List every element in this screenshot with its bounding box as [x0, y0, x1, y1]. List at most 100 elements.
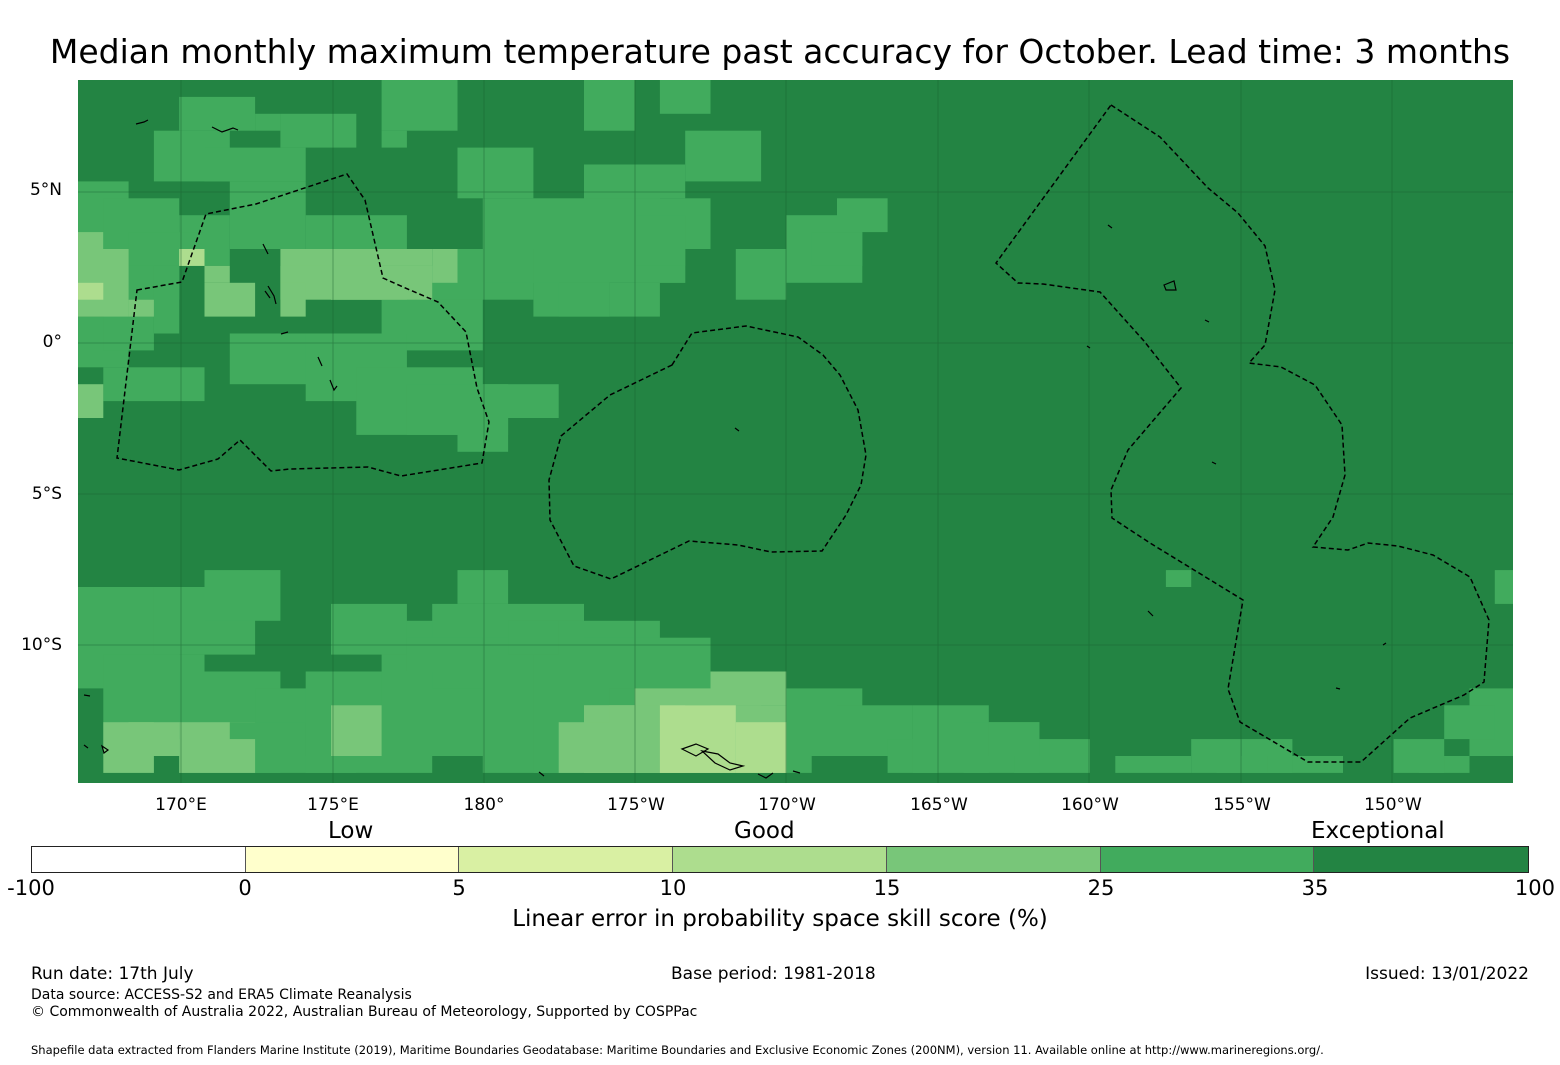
eez-boundary-kiribati-line: [994, 103, 1490, 763]
island-wallis: [100, 744, 110, 755]
skill-cell: [78, 249, 129, 317]
skill-cell: [685, 130, 762, 182]
skill-cell: [1165, 570, 1192, 587]
skill-cell: [331, 705, 382, 756]
skill-cell: [1494, 570, 1513, 604]
skill-cell: [280, 113, 357, 148]
lon-label-170e: 170°E: [155, 795, 207, 815]
lat-label-5n: 5°N: [29, 180, 62, 200]
lon-label-150w: 150°W: [1364, 795, 1422, 815]
eez-boundaries: [116, 103, 1490, 763]
skill-cell: [457, 418, 509, 452]
skill-cell: [710, 671, 787, 706]
skill-cell: [584, 80, 635, 131]
lon-label-160w: 160°W: [1061, 795, 1119, 815]
colorbar-tick: 10: [659, 876, 687, 900]
skill-cell: [634, 164, 686, 199]
run-date: Run date: 17th July: [31, 964, 194, 984]
skill-cell: [584, 722, 635, 773]
skill-cell: [78, 384, 104, 418]
colorbar-tick: 15: [873, 876, 901, 900]
island-futuna: [83, 744, 89, 749]
island-caroline: [1382, 642, 1387, 646]
skill-cell: [457, 147, 534, 199]
skill-cell: [508, 620, 559, 655]
skill-cell: [179, 96, 256, 131]
skill-cell: [1292, 756, 1343, 773]
eez-boundary-tokelau: [548, 325, 867, 580]
skill-cell: [204, 282, 256, 317]
skill-cell: [381, 130, 407, 148]
skill-cell: [255, 113, 281, 131]
legend-category-low: Low: [328, 818, 374, 844]
island-kiritimati: [1163, 280, 1177, 291]
island-samoa-savaii: [680, 743, 710, 757]
colorbar-tick: -100: [7, 876, 55, 900]
island-jarvis: [1086, 345, 1091, 349]
skill-cell: [811, 232, 863, 266]
colorbar-tick: 100: [1514, 876, 1555, 900]
skill-grid-cells: [78, 80, 1513, 773]
skill-cell: [1393, 739, 1445, 773]
lat-label-0: 0°: [42, 332, 62, 352]
lon-label-155w: 155°W: [1213, 795, 1271, 815]
skill-cell: [457, 570, 509, 604]
skill-cell: [103, 367, 205, 402]
colorbar-segment: [886, 847, 1101, 872]
colorbar-segment: [1100, 847, 1315, 872]
skill-cell: [659, 80, 711, 114]
island-tutuila: [792, 770, 801, 774]
colorbar-tick: 5: [452, 876, 466, 900]
skill-cell: [204, 147, 306, 182]
island-starbuck: [1147, 610, 1154, 617]
island-wallis-2: [83, 694, 91, 697]
colorbar-title: Linear error in probability space skill …: [512, 906, 1048, 932]
lon-label-170w: 170°W: [758, 795, 816, 815]
chart-title: Median monthly maximum temperature past …: [49, 32, 1511, 71]
lon-label-165w: 165°W: [910, 795, 968, 815]
island-kanton: [734, 427, 740, 432]
colorbar-segment: [1314, 847, 1529, 872]
colorbar-segment: [32, 847, 246, 872]
skill-cell: [482, 384, 559, 418]
islands: [83, 119, 1387, 779]
skill-cell: [179, 249, 205, 266]
base-period: Base period: 1981-2018: [671, 964, 876, 984]
legend-category-good: Good: [734, 818, 795, 844]
eez-boundary-kiribati-gilbert: [116, 173, 490, 477]
skill-cell: [837, 198, 888, 233]
copyright: © Commonwealth of Australia 2022, Austra…: [31, 1004, 698, 1020]
colorbar: [31, 846, 1529, 873]
colorbar-segment: [459, 847, 674, 872]
legend-category-exceptional: Exceptional: [1311, 818, 1445, 844]
lat-label-10s: 10°S: [21, 635, 62, 655]
island-maiana: [280, 331, 289, 335]
skill-cell: [381, 80, 458, 131]
skill-cell: [204, 570, 281, 621]
skill-cell: [331, 603, 407, 655]
island-malden: [1211, 461, 1217, 465]
skill-cell: [659, 705, 736, 773]
skill-cell: [128, 722, 180, 756]
skill-cell: [1444, 705, 1495, 740]
island-palmyra: [1204, 319, 1210, 323]
skill-cell: [432, 249, 458, 283]
island-flint: [1335, 687, 1341, 690]
colorbar-tick: 0: [238, 876, 252, 900]
island-makin: [135, 119, 149, 125]
skill-cell: [988, 722, 1040, 756]
skill-score-map: [78, 80, 1513, 783]
island-marakei: [264, 290, 271, 299]
skill-cell: [634, 215, 686, 266]
colorbar-segment: [673, 847, 887, 872]
island-niue-small: [538, 771, 545, 777]
skill-cell: [735, 249, 787, 300]
skill-cell: [78, 282, 104, 300]
skill-cell: [204, 265, 230, 283]
lon-label-175w: 175°W: [607, 795, 665, 815]
skill-cell: [280, 282, 306, 317]
island-abaiang: [262, 243, 269, 255]
island-tarawa: [267, 285, 277, 305]
island-samoa-upolu: [700, 750, 746, 771]
island-nonouti: [317, 356, 323, 367]
